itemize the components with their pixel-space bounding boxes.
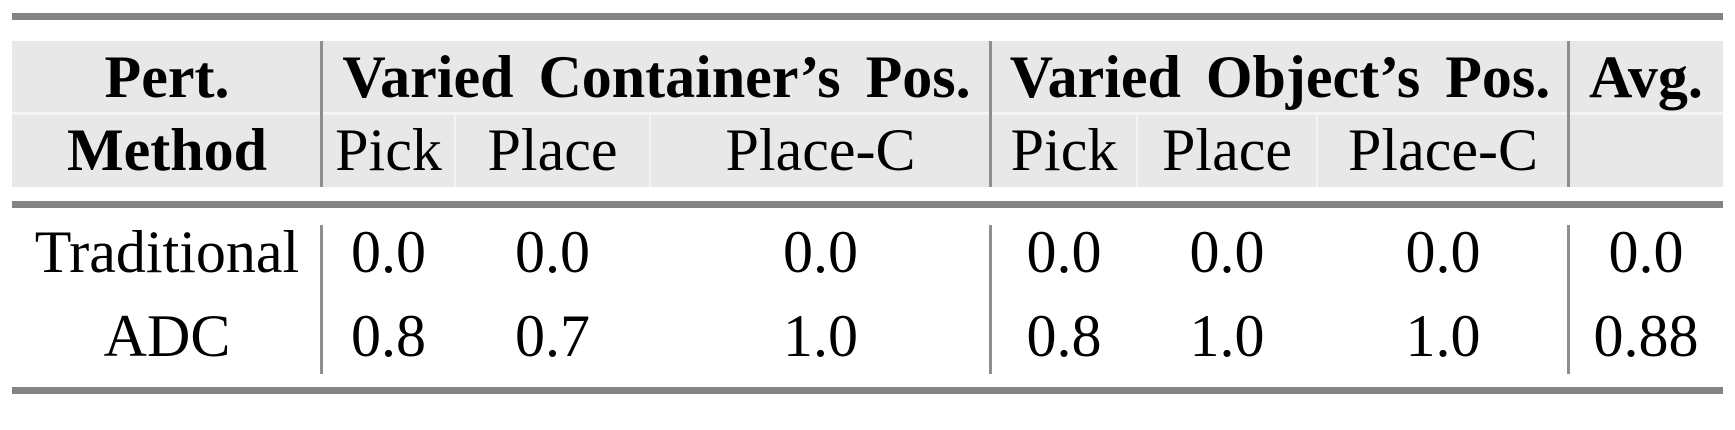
table-cell: 0.0	[1189, 219, 1265, 285]
table-cell: 0.0	[783, 219, 858, 285]
subheader-avg-empty	[1569, 112, 1723, 187]
table-cell: 0.0	[351, 219, 426, 285]
column-divider	[1567, 225, 1570, 374]
table-cell: 0.8	[1026, 303, 1102, 369]
table-cell: 0.0	[515, 219, 590, 285]
table-header: Pert. Varied Container’s Pos. Varied Obj…	[12, 41, 1723, 187]
table-body: Traditional 0.0 0.0 0.0 0.0 0.0 0.0 0.0 …	[12, 210, 1723, 378]
subheader-object-place-c: Place-C	[1348, 116, 1538, 183]
table-cell: 0.0	[1608, 219, 1684, 285]
subheader-container-place: Place	[487, 116, 618, 183]
subcell-seam	[454, 115, 456, 187]
subheader-container-pick: Pick	[335, 116, 442, 183]
header-method: Method	[67, 116, 267, 183]
bottom-rule	[12, 387, 1723, 394]
header-container-group: Varied Container’s Pos.	[342, 43, 971, 110]
top-rule	[12, 13, 1723, 20]
table-cell: 0.0	[1026, 219, 1102, 285]
subcell-seam	[1136, 115, 1138, 187]
subheader-object-place: Place	[1162, 116, 1292, 183]
column-divider	[989, 225, 992, 374]
mid-rule	[12, 201, 1723, 208]
subcell-seam	[649, 115, 651, 187]
header-object-group: Varied Object’s Pos.	[1009, 43, 1551, 110]
header-pert: Pert.	[104, 43, 230, 110]
table-cell: 0.7	[515, 303, 590, 369]
table-cell: 1.0	[1405, 303, 1481, 369]
row-label: ADC	[103, 303, 231, 369]
column-divider	[320, 225, 323, 374]
table-cell: 0.0	[1405, 219, 1481, 285]
table-cell: 0.88	[1593, 303, 1699, 369]
header-avg: Avg.	[1589, 43, 1703, 110]
row-label: Traditional	[34, 219, 300, 285]
subheader-object-pick: Pick	[1010, 116, 1118, 183]
header-row-separator	[12, 112, 1723, 115]
column-divider	[1567, 41, 1570, 187]
table-cell: 0.8	[351, 303, 426, 369]
column-divider	[989, 41, 992, 187]
table-cell: 1.0	[783, 303, 858, 369]
column-divider	[320, 41, 323, 187]
table-cell: 1.0	[1189, 303, 1265, 369]
subheader-container-place-c: Place-C	[725, 116, 916, 183]
subcell-seam	[1316, 115, 1318, 187]
